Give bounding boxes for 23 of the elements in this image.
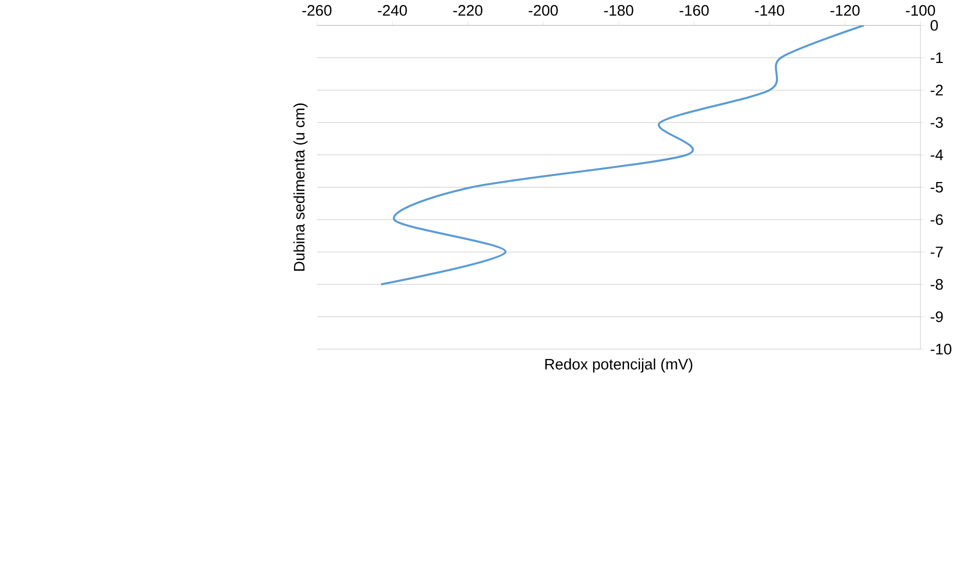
x-tick-label: -200 [528,4,558,16]
y-tick-label: -6 [930,214,943,225]
x-axis-title: Redox potencijal (mV) [545,358,692,372]
x-tick-label: -220 [453,4,482,16]
y-tick-label: -7 [930,246,943,258]
x-tick-label: -120 [830,4,860,16]
y-tick-label: -9 [930,311,943,322]
x-tick-label: -260 [302,4,332,16]
y-tick-label: -1 [930,52,943,63]
x-tick-label: -100 [906,4,936,16]
y-tick-label: 0 [930,20,938,31]
line-series [380,25,865,286]
y-tick-label: -4 [930,150,944,160]
x-tick-label: -180 [604,4,634,16]
y-tick-label: -10 [930,344,952,354]
y-tick-label: -8 [930,278,943,290]
x-tick-label: -140 [755,4,784,16]
x-tick-label: -160 [680,4,709,16]
y-tick-label: -3 [930,116,943,128]
y-tick-label: -5 [930,182,943,192]
y-tick-label: -2 [930,84,943,96]
x-tick-label: -240 [378,4,407,16]
y-axis-title: Dubina sedimenta (u cm) [293,103,308,271]
